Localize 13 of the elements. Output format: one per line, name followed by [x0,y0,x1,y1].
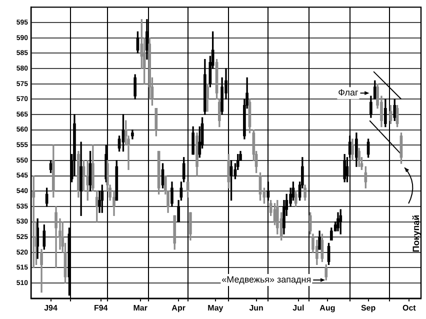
annotation: «Медвежья» западня [222,274,312,284]
x-tick-label: Mar [133,303,148,312]
x-tick-label: Apr [172,303,186,312]
x-tick-label: Aug [320,303,336,312]
x-tick-label: Oct [402,303,416,312]
x-tick-label: May [208,303,224,312]
x-tick-label: Jul [292,303,304,312]
x-tick-label: Jun [249,303,264,312]
annotation: Покупай [411,214,422,252]
x-tick-label: F94 [94,303,108,312]
x-tick-label: Sep [360,303,376,312]
annotation: Флаг [338,88,359,98]
x-tick-label: J94 [44,303,58,312]
